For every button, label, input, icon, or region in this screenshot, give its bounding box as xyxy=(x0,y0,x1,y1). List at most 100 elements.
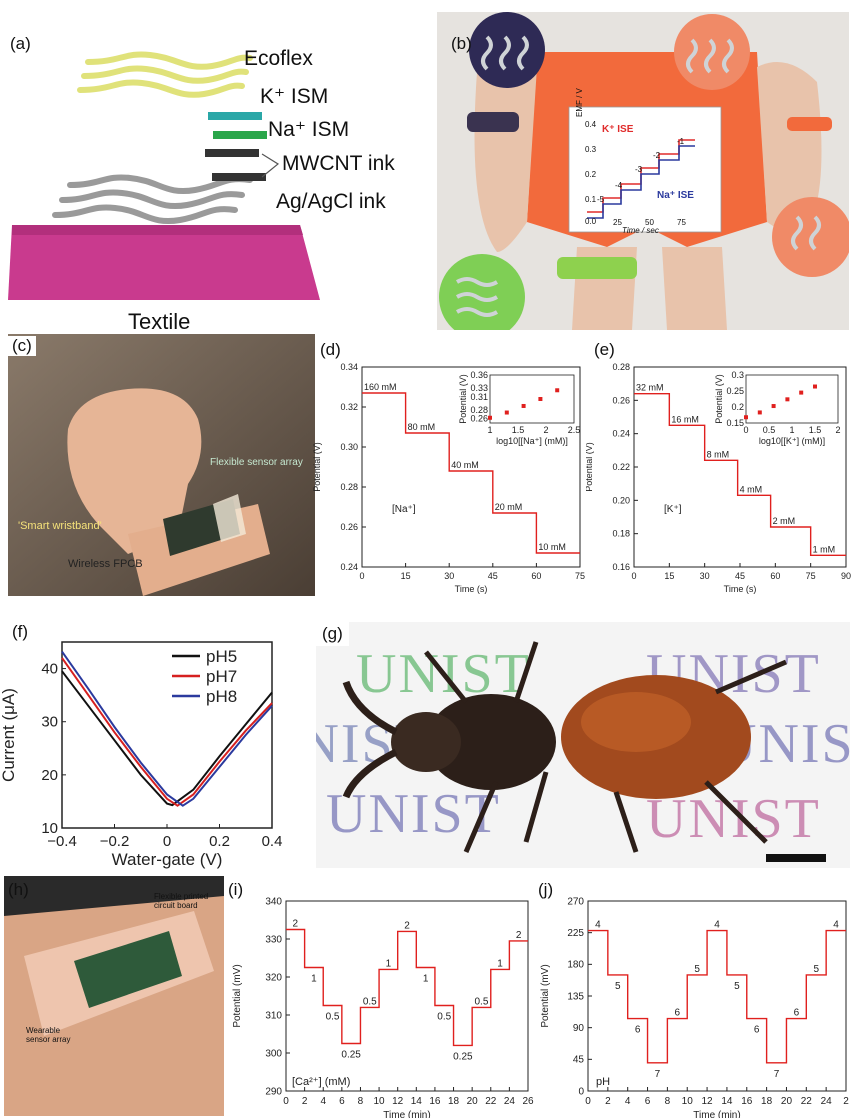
step-label: 5 xyxy=(734,981,740,992)
x-tick-label: 22 xyxy=(485,1096,497,1107)
chart-e: 0 15 30 45 60 75 900.160.180.200.220.240.260.2… xyxy=(586,362,851,594)
y-tick-label: 0.26 xyxy=(340,522,358,532)
x-tick-label: 45 xyxy=(735,571,745,581)
panel-b-na-ise-label: Na⁺ ISE xyxy=(657,190,694,201)
unist-text-6: UNIST xyxy=(646,788,821,850)
y-tick-label: 310 xyxy=(265,1010,282,1021)
label-wireless-fpcb: Wireless FPCB xyxy=(68,558,143,570)
y-tick-label: 340 xyxy=(265,896,282,907)
inset-data-point xyxy=(785,397,790,402)
step-label: 5 xyxy=(694,964,700,975)
x-tick-label: 4 xyxy=(625,1096,631,1107)
label-ecoflex: Ecoflex xyxy=(244,47,313,70)
step-label: 4 xyxy=(833,920,839,931)
label-flexible-sensor-array: Flexible sensor array xyxy=(210,457,303,468)
k-ism-bar xyxy=(208,112,262,120)
panel-b-inset-ytick-4: 0.0 xyxy=(585,217,597,226)
y-tick-label: 180 xyxy=(567,960,584,971)
step-label: 16 mM xyxy=(671,414,699,424)
y-tick-label: 320 xyxy=(265,972,282,983)
inset-y-tick-label: 0.26 xyxy=(470,414,488,424)
step-label: 5 xyxy=(813,964,819,975)
panel-c-illustration xyxy=(8,334,315,596)
inset-data-point xyxy=(538,397,543,401)
step-label: 1 xyxy=(423,974,429,985)
step-label: 4 xyxy=(714,920,720,931)
y-tick-label: 0.24 xyxy=(612,429,630,439)
legend-label: pH8 xyxy=(206,687,237,706)
step-label: 0.5 xyxy=(363,996,377,1007)
y-tick-label: 10 xyxy=(41,820,58,837)
plot-frame xyxy=(61,641,273,829)
inset-y-axis-label: Potential (V) xyxy=(714,374,724,424)
x-tick-label: 6 xyxy=(339,1096,345,1107)
x-tick-label: 75 xyxy=(575,571,585,581)
step-label: 0.5 xyxy=(326,1012,340,1023)
label-textile: Textile xyxy=(128,309,191,334)
series-line-pH8 xyxy=(61,651,273,807)
x-tick-label: 2 xyxy=(843,1096,849,1107)
inset-y-tick-label: 0.15 xyxy=(726,418,744,428)
y-tick-label: 30 xyxy=(41,714,58,731)
panel-b-inset-ylabel: EMF / V xyxy=(575,88,584,117)
panel-label-c: (c) xyxy=(8,336,36,356)
inset-data-point xyxy=(521,403,526,408)
inset-frame xyxy=(745,374,839,424)
ion-label: [Na⁺] xyxy=(392,504,416,515)
y-tick-label: 0.28 xyxy=(340,482,358,492)
x-tick-label: 22 xyxy=(801,1096,813,1107)
panel-b-step-label-2: -3 xyxy=(635,165,643,174)
step-label: 80 mM xyxy=(408,422,436,432)
y-tick-label: 0.26 xyxy=(612,395,630,405)
x-axis-label: Time (min) xyxy=(383,1110,430,1118)
x-tick-label: 16 xyxy=(741,1096,753,1107)
beetle-illustration xyxy=(342,641,826,862)
inset-data-point xyxy=(488,415,492,420)
x-tick-label: 12 xyxy=(702,1096,714,1107)
step-label: 160 mM xyxy=(364,382,397,392)
panel-label-a: (a) xyxy=(10,34,31,53)
inset-y-tick-label: 0.33 xyxy=(470,383,488,393)
plot-frame xyxy=(285,900,529,1092)
inset-y-tick-label: 0.36 xyxy=(470,370,488,380)
chart-j: 0 2 4 6 8 10 12 14 16 18 20 22 24 204590135180225270T… xyxy=(540,896,849,1118)
ecoflex-layer xyxy=(77,51,253,98)
step-label: 20 mM xyxy=(495,502,523,512)
x-tick-label: 90 xyxy=(841,571,851,581)
panel-b-inset-xtick-0: 25 xyxy=(613,218,622,227)
x-tick-label: 2 xyxy=(302,1096,308,1107)
y-tick-label: 330 xyxy=(265,934,282,945)
step-label: 7 xyxy=(774,1069,780,1080)
step-label: 1 mM xyxy=(813,544,836,554)
y-tick-label: 0.28 xyxy=(612,362,630,372)
y-tick-label: 0.22 xyxy=(612,462,630,472)
data-series-line xyxy=(588,929,846,1064)
inset-x-tick-label: 1.5 xyxy=(512,425,525,435)
x-tick-label: 0 xyxy=(359,571,364,581)
inset-data-point xyxy=(555,388,560,393)
step-label: 10 mM xyxy=(538,542,566,552)
panel-h-photo: (h) Flexible printed circuit board Weara… xyxy=(4,876,224,1116)
y-axis-label: Current (μA) xyxy=(0,688,18,782)
x-axis-label: Time (min) xyxy=(693,1110,740,1118)
x-tick-label: 0.4 xyxy=(262,833,283,850)
y-tick-label: 0.20 xyxy=(612,495,630,505)
panel-b-inset-ytick-1: 0.3 xyxy=(585,145,597,154)
inset-data-point xyxy=(771,404,776,409)
y-tick-label: 0.24 xyxy=(340,562,358,572)
step-label: 32 mM xyxy=(636,383,664,393)
x-tick-label: 18 xyxy=(448,1096,460,1107)
panel-b-inset-ytick-3: 0.1 xyxy=(585,195,597,204)
inset-x-tick-label: 1 xyxy=(487,425,492,435)
x-tick-label: 15 xyxy=(401,571,411,581)
x-tick-label: 15 xyxy=(664,571,674,581)
panel-label-i: (i) xyxy=(228,880,244,899)
panel-b-step-label-0: -5 xyxy=(597,195,605,204)
y-tick-label: 0.16 xyxy=(612,562,630,572)
inset-x-tick-label: 1 xyxy=(789,425,794,435)
inset-y-tick-label: 0.2 xyxy=(731,402,744,412)
label-flexible-printed-circuit-board: Flexible printed circuit board xyxy=(154,892,209,910)
step-label: 0.5 xyxy=(475,996,489,1007)
y-tick-label: 20 xyxy=(41,767,58,784)
y-axis-label: Potential (mV) xyxy=(232,964,243,1027)
